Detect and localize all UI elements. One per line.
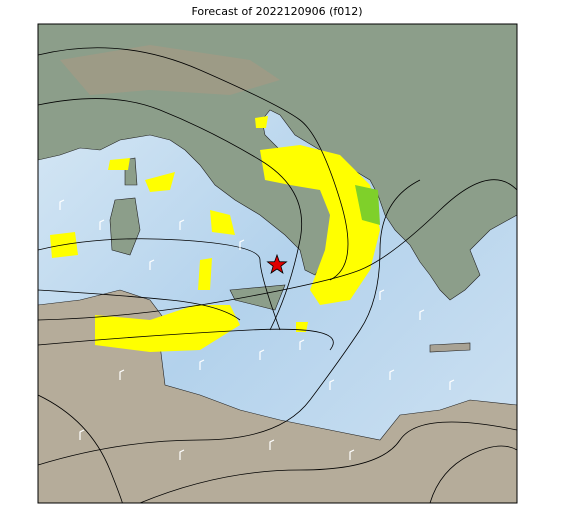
wind-areas: [50, 116, 380, 352]
map-area: [38, 24, 517, 503]
crete: [429, 342, 471, 353]
wind-barbs: [59, 199, 455, 460]
star-marker: [266, 253, 288, 274]
map-title: Forecast of 2022120906 (f012): [191, 5, 362, 18]
sardinia: [109, 197, 141, 256]
map-frame: [37, 23, 518, 504]
alps: [60, 45, 280, 95]
isobars: [38, 47, 517, 503]
